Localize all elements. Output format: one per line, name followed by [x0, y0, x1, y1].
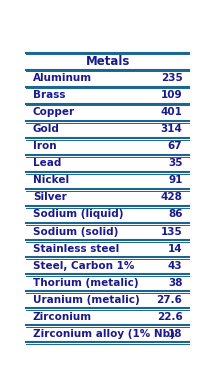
Text: 38: 38: [168, 278, 182, 288]
Text: Gold: Gold: [33, 124, 60, 134]
Text: Sodium (liquid): Sodium (liquid): [33, 210, 123, 220]
Text: Copper: Copper: [33, 107, 75, 117]
Text: Thorium (metalic): Thorium (metalic): [33, 278, 138, 288]
Text: 35: 35: [168, 158, 182, 168]
Text: Metals: Metals: [85, 55, 130, 68]
Text: 18: 18: [168, 329, 182, 339]
Text: Uranium (metalic): Uranium (metalic): [33, 295, 139, 305]
Text: Stainless steel: Stainless steel: [33, 244, 119, 254]
Text: Zirconium: Zirconium: [33, 312, 92, 322]
Text: 27.6: 27.6: [157, 295, 182, 305]
Text: Lead: Lead: [33, 158, 61, 168]
Text: Zirconium alloy (1% Nb): Zirconium alloy (1% Nb): [33, 329, 175, 339]
Text: Brass: Brass: [33, 90, 65, 100]
Text: Iron: Iron: [33, 141, 56, 151]
Text: Steel, Carbon 1%: Steel, Carbon 1%: [33, 261, 134, 270]
Text: 43: 43: [168, 261, 182, 270]
Text: Aluminum: Aluminum: [33, 73, 92, 83]
Text: 109: 109: [161, 90, 182, 100]
Text: 135: 135: [161, 227, 182, 237]
Text: 14: 14: [168, 244, 182, 254]
Text: 86: 86: [168, 210, 182, 220]
Text: 428: 428: [161, 192, 182, 203]
Text: 67: 67: [168, 141, 182, 151]
Text: 22.6: 22.6: [157, 312, 182, 322]
Text: 91: 91: [168, 175, 182, 185]
Text: 235: 235: [161, 73, 182, 83]
Text: Nickel: Nickel: [33, 175, 69, 185]
Text: Silver: Silver: [33, 192, 67, 203]
Text: Sodium (solid): Sodium (solid): [33, 227, 118, 237]
Text: 314: 314: [161, 124, 182, 134]
Text: 401: 401: [161, 107, 182, 117]
